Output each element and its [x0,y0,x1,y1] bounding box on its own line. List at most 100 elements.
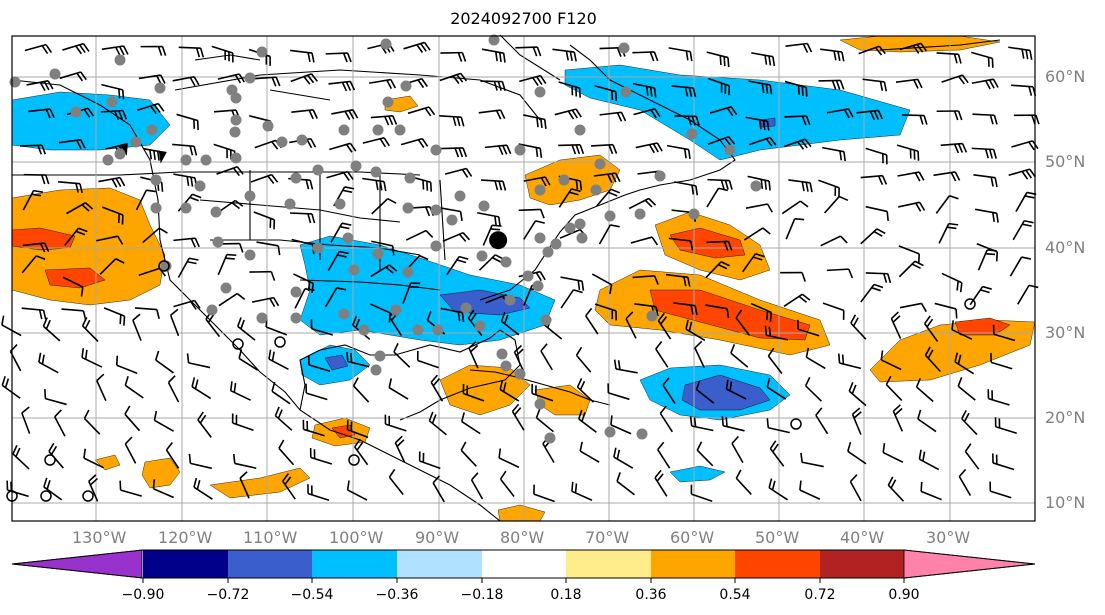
station-marker [390,304,402,316]
wind-barb [229,381,251,401]
station-marker [230,114,242,126]
colorbar-tick-label: −0.90 [121,587,165,603]
station-marker [372,124,384,136]
wind-barb [518,208,545,219]
chart-title: 2024092700 F120 [450,9,597,28]
station-marker [430,204,442,216]
wind-barb [441,147,468,158]
station-markers [6,34,976,502]
wind-barb [575,346,592,373]
wind-barb [172,75,200,87]
wind-barb [21,255,46,274]
station-marker [400,80,412,92]
wind-barb [805,347,826,370]
wind-barb [477,211,501,227]
wind-barb [745,203,773,213]
wind-barb [898,245,921,264]
wind-barb [462,384,485,402]
wind-barb [290,73,318,85]
station-marker [256,312,268,324]
wind-barb [291,109,318,120]
wind-barb [837,353,862,370]
station-marker [688,208,700,220]
wind-barb [742,253,765,273]
wind-barb [523,114,547,129]
wind-barb [211,45,234,63]
wind-barb [596,188,621,207]
station-marker [229,126,241,138]
wind-barb [628,197,657,210]
calm-marker [348,454,360,466]
calm-marker [158,260,170,272]
lat-label: 40°N [1045,238,1086,257]
wind-barb [446,255,469,276]
station-marker [540,314,552,326]
wind-barb [327,250,349,271]
lon-label: 70°W [585,528,630,547]
wind-barb [103,307,126,326]
lat-label: 10°N [1045,493,1086,512]
wind-barb [936,52,962,64]
map-frame [11,35,1036,522]
wind-barb [169,308,180,337]
station-marker [432,324,444,336]
wind-barb [250,173,279,184]
station-marker [646,310,658,322]
wind-barb [21,406,31,434]
wind-barb [788,179,813,193]
wind-barb [1009,256,1032,277]
station-marker [290,286,302,298]
wind-barb [657,312,672,340]
station-marker [534,398,546,410]
wind-barb [498,448,520,469]
station-marker [312,164,324,176]
wind-barb [764,325,789,341]
station-marker [146,124,158,136]
wind-barb [400,137,429,148]
wind-barb [278,439,295,466]
wind-barb [820,48,845,62]
wind-barb [591,143,618,155]
wind-barb [535,408,554,433]
wind-barb [167,375,180,403]
station-marker [594,158,606,170]
station-marker [370,166,382,178]
wind-barb [579,441,600,463]
calm-marker [964,298,976,310]
station-marker [374,350,386,362]
wind-barb [783,293,811,307]
calm-marker [790,418,802,430]
wind-barb [513,344,525,373]
wind-barb [918,449,940,471]
colorbar-tick-label: −0.18 [460,587,504,603]
station-marker [576,232,588,244]
station-marker [348,264,360,276]
wind-barb [585,307,599,335]
wind-barb [346,352,370,368]
wind-barb [815,407,829,435]
station-marker [290,312,302,324]
wind-barb [917,409,937,433]
wind-barb [428,411,447,436]
wind-barb [797,319,820,337]
wind-barb [689,416,714,432]
wind-barb [705,261,730,279]
wind-barb [731,435,744,463]
wind-barb [254,76,281,87]
wind-barb [165,442,180,469]
wind-barb [178,46,205,58]
wind-barb [26,80,54,92]
wind-barb [707,178,733,190]
station-marker [750,180,762,192]
wind-barb [994,417,1017,435]
station-marker [412,324,424,336]
wind-barb [941,74,969,85]
wind-barb [388,468,404,495]
station-marker [564,222,576,234]
wind-barb [231,413,254,431]
wind-barb [899,302,927,313]
wind-barb [58,138,86,150]
wind-barb [785,218,805,240]
wind-barb [83,448,105,469]
station-marker [654,170,666,182]
